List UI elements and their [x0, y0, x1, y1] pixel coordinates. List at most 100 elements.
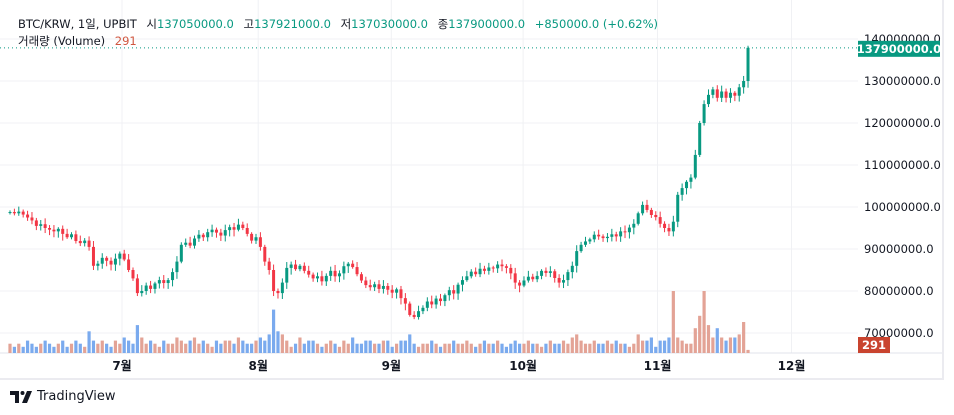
candle	[390, 285, 394, 299]
candle-body	[399, 289, 403, 299]
volume-bar	[601, 343, 605, 353]
candle-body	[175, 261, 179, 273]
x-tick-label: 8월	[249, 358, 268, 373]
candle-body	[12, 212, 16, 214]
candle	[254, 233, 258, 244]
volume-bar	[487, 343, 491, 353]
candle	[144, 282, 148, 295]
candle-body	[39, 224, 43, 226]
volume-bar	[228, 340, 232, 353]
volume-bar	[676, 337, 680, 353]
candle-body	[228, 227, 232, 231]
volume-bar	[610, 343, 614, 353]
candle-body	[460, 280, 464, 285]
candle-body	[127, 259, 131, 270]
volume-bar	[105, 343, 109, 353]
candle	[285, 262, 289, 289]
volume-bar	[39, 343, 43, 353]
candle	[12, 208, 16, 216]
candle-body	[430, 301, 434, 305]
candle-body	[408, 303, 412, 315]
candle-body	[465, 276, 469, 281]
tradingview-logo[interactable]: TradingView	[10, 389, 116, 404]
candle-body	[693, 154, 697, 178]
volume-bar	[118, 343, 122, 353]
candle-body	[285, 267, 289, 283]
candle-body	[122, 253, 126, 260]
volume-bar	[403, 340, 407, 353]
candle	[746, 45, 750, 88]
candle	[733, 91, 737, 102]
candle-body	[645, 204, 649, 210]
volume-bar	[135, 325, 139, 353]
candle	[482, 265, 486, 275]
volume-bar	[206, 343, 210, 353]
volume-bar	[614, 340, 618, 353]
volume-bar	[162, 340, 166, 353]
volume-bar	[583, 343, 588, 353]
candle-body	[166, 280, 170, 284]
candle	[575, 245, 579, 273]
volume-bar	[140, 337, 144, 353]
candle	[544, 267, 548, 277]
candle-body	[320, 276, 324, 282]
candle-body	[34, 220, 38, 226]
candle-body	[52, 229, 56, 232]
candle-body	[434, 298, 438, 305]
volume-bar	[425, 343, 429, 353]
candle-body	[443, 295, 447, 302]
candle	[294, 259, 298, 271]
candle-body	[689, 177, 693, 182]
candle	[43, 218, 47, 234]
volume-bar	[452, 340, 456, 353]
candle	[105, 256, 109, 267]
volume-bar	[289, 346, 293, 353]
candle	[96, 260, 100, 271]
candle	[280, 278, 284, 299]
volume-bar	[408, 334, 412, 353]
candle	[632, 219, 636, 235]
candle	[56, 227, 60, 238]
candle	[491, 265, 495, 273]
candle-body	[452, 290, 456, 294]
candle	[728, 88, 732, 103]
volume-bar	[329, 340, 333, 353]
candle	[663, 221, 667, 233]
candle-body	[583, 241, 587, 245]
candle-body	[311, 274, 315, 279]
candle-body	[513, 273, 517, 283]
candle-body	[680, 188, 684, 195]
volume-bar	[122, 337, 126, 353]
chart-frame	[0, 0, 944, 380]
candle-body	[526, 276, 530, 281]
volume-bar	[649, 337, 653, 353]
candle-body	[272, 270, 276, 291]
candle	[671, 215, 675, 237]
volume-bar	[671, 291, 675, 353]
volume-bar	[43, 340, 47, 353]
candle-body	[223, 230, 227, 236]
volume-bar	[12, 346, 16, 353]
volume-bar	[311, 340, 315, 353]
volume-bar	[219, 343, 223, 353]
change-value: +850000.0 (+0.62%)	[534, 17, 659, 31]
candle-body	[193, 238, 197, 246]
candle	[307, 265, 311, 278]
volume-bar	[271, 309, 276, 353]
candle	[715, 85, 719, 102]
volume-bar	[83, 346, 87, 353]
volume-bar	[592, 340, 596, 353]
candle-body	[359, 274, 363, 281]
candle	[649, 207, 653, 218]
candle	[188, 236, 192, 249]
candle	[676, 191, 680, 228]
volume-bar	[500, 343, 504, 353]
candle	[236, 218, 240, 232]
candle-body	[214, 229, 218, 233]
volume-bar	[17, 343, 21, 353]
candle	[443, 293, 447, 307]
volume-bar	[689, 343, 693, 353]
candle-body	[65, 233, 69, 238]
candle-body	[724, 91, 728, 98]
